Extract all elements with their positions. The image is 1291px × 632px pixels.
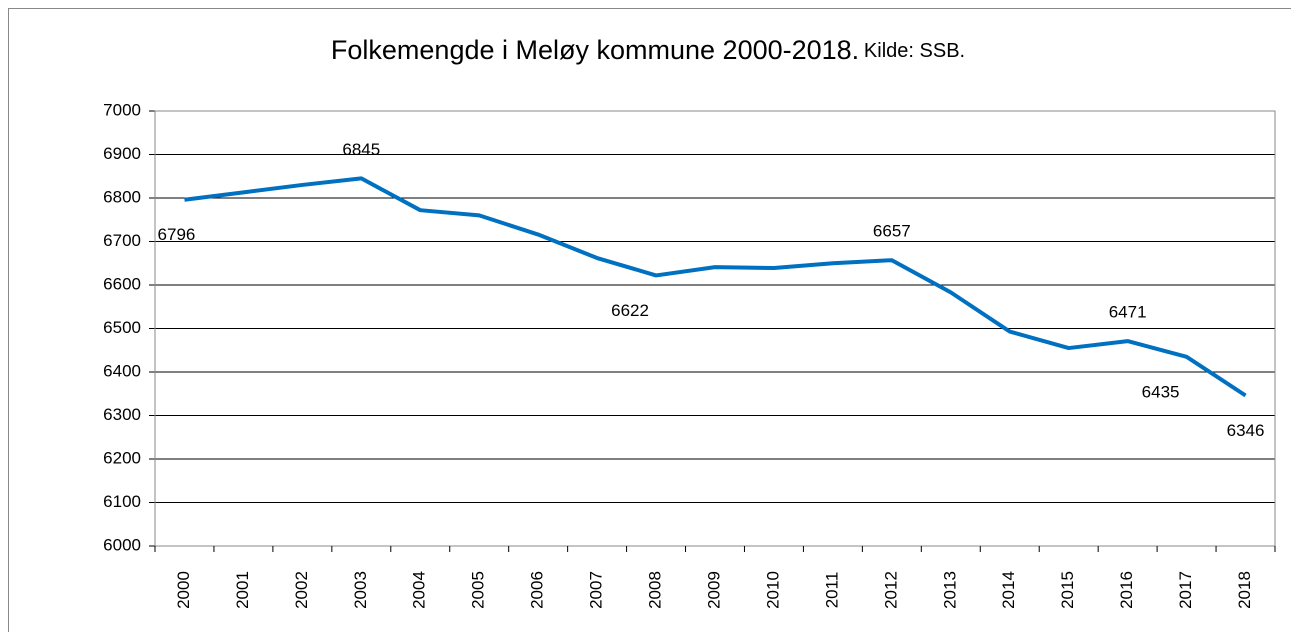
x-tick-label: 2013 — [940, 571, 959, 609]
plot-border — [154, 110, 1276, 547]
y-tick-label: 6200 — [103, 448, 141, 467]
x-tick-label: 2004 — [410, 571, 429, 609]
chart-title: Folkemengde i Meløy kommune 2000-2018. K… — [331, 35, 965, 65]
y-tick-label: 6900 — [103, 144, 141, 163]
data-label: 6622 — [611, 301, 649, 320]
x-tick-label: 2001 — [233, 571, 252, 609]
data-label: 6435 — [1142, 382, 1180, 401]
chart-frame — [8, 8, 1291, 632]
y-tick-label: 6700 — [103, 231, 141, 250]
x-tick-label: 2002 — [292, 571, 311, 609]
x-tick-label: 2009 — [704, 571, 723, 609]
y-tick-label: 6300 — [103, 405, 141, 424]
y-tick-label: 6000 — [103, 535, 141, 554]
y-tick-label: 6600 — [103, 274, 141, 293]
x-tick-label: 2006 — [528, 571, 547, 609]
x-tick-label: 2000 — [174, 571, 193, 609]
data-label: 6657 — [873, 222, 911, 241]
x-tick-label: 2017 — [1176, 571, 1195, 609]
x-tick-label: 2014 — [999, 571, 1018, 609]
y-tick-label: 7000 — [103, 100, 141, 119]
y-tick-label: 6100 — [103, 492, 141, 511]
y-tick-label: 6400 — [103, 361, 141, 380]
data-label: 6471 — [1109, 303, 1147, 322]
x-tick-label: 2018 — [1235, 571, 1254, 609]
subtitle: Kilde: SSB. — [864, 40, 965, 62]
x-tick-label: 2008 — [646, 571, 665, 609]
x-tick-label: 2012 — [881, 571, 900, 609]
x-tick-label: 2007 — [587, 571, 606, 609]
data-label: 6346 — [1227, 421, 1265, 440]
y-tick-label: 6500 — [103, 318, 141, 337]
x-tick-label: 2016 — [1117, 571, 1136, 609]
title: Folkemengde i Meløy kommune 2000-2018. — [331, 35, 859, 65]
y-tick-label: 6800 — [103, 187, 141, 206]
data-label: 6796 — [158, 225, 196, 244]
series-line — [184, 176, 1247, 398]
data-label: 6845 — [342, 140, 380, 159]
x-tick-label: 2003 — [351, 571, 370, 609]
x-tick-label: 2011 — [822, 572, 841, 609]
x-tick-label: 2015 — [1058, 571, 1077, 609]
x-tick-label: 2005 — [469, 571, 488, 609]
x-tick-label: 2010 — [763, 571, 782, 609]
